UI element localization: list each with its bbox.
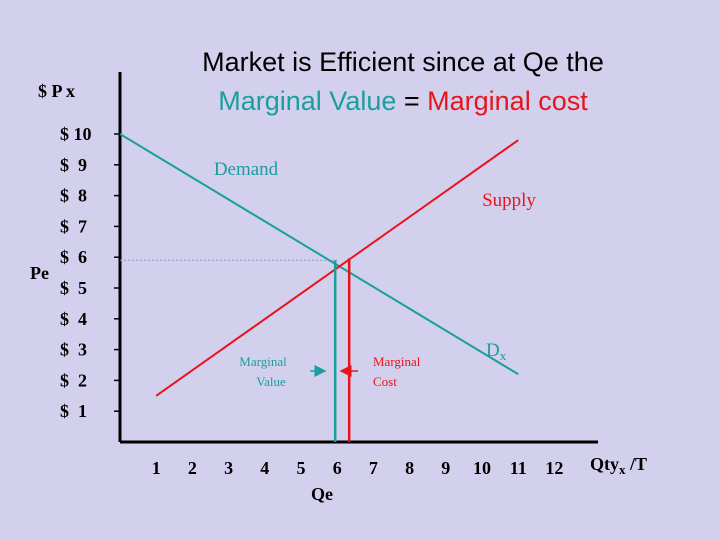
x-tick-label: 9 (441, 458, 450, 478)
y-tick-label: $ 3 (60, 340, 87, 360)
y-tick-label: $ 5 (60, 278, 87, 298)
demand-dx-label: Dx (486, 340, 507, 363)
x-tick-label: 5 (297, 458, 306, 478)
y-tick-label: $ 7 (60, 216, 87, 236)
y-tick-label: $ 2 (60, 370, 87, 390)
x-tick-label: 6 (333, 458, 342, 478)
y-tick-label: $ 8 (60, 186, 87, 206)
supply-label: Supply (482, 190, 536, 211)
y-tick-label: $ 10 (60, 124, 92, 144)
x-tick-label: 10 (473, 458, 491, 478)
marginal-cost-label-1: Marginal (373, 354, 421, 369)
x-tick-label: 11 (510, 458, 527, 478)
title-line-2: Marginal Value = Marginal cost (0, 86, 720, 117)
y-axis-label: $ P x (38, 81, 75, 101)
qe-label: Qe (311, 484, 333, 504)
title-marginal-cost: Marginal cost (427, 86, 588, 116)
y-tick-label: $ 1 (60, 401, 87, 421)
x-axis-label: Qtyx /T (590, 454, 647, 477)
demand-label: Demand (214, 159, 279, 180)
y-tick-label: $ 6 (60, 247, 87, 267)
marginal-value-label-1: Marginal (239, 354, 287, 369)
pe-label: Pe (30, 263, 49, 283)
x-tick-label: 3 (224, 458, 233, 478)
title-line-1: Market is Efficient since at Qe the (202, 47, 604, 77)
x-tick-label: 1 (152, 458, 161, 478)
x-tick-label: 12 (545, 458, 563, 478)
supply-line (155, 139, 519, 397)
x-tick-label: 2 (188, 458, 197, 478)
demand-line (119, 133, 519, 376)
marginal-value-label-2: Value (256, 374, 286, 389)
title-marginal-value: Marginal Value (218, 86, 397, 116)
y-tick-label: $ 9 (60, 155, 87, 175)
x-tick-label: 7 (369, 458, 378, 478)
y-tick-label: $ 4 (60, 309, 87, 329)
marginal-cost-label-2: Cost (373, 374, 397, 389)
x-tick-label: 8 (405, 458, 414, 478)
x-tick-label: 4 (260, 458, 269, 478)
title-equals: = (396, 86, 428, 116)
